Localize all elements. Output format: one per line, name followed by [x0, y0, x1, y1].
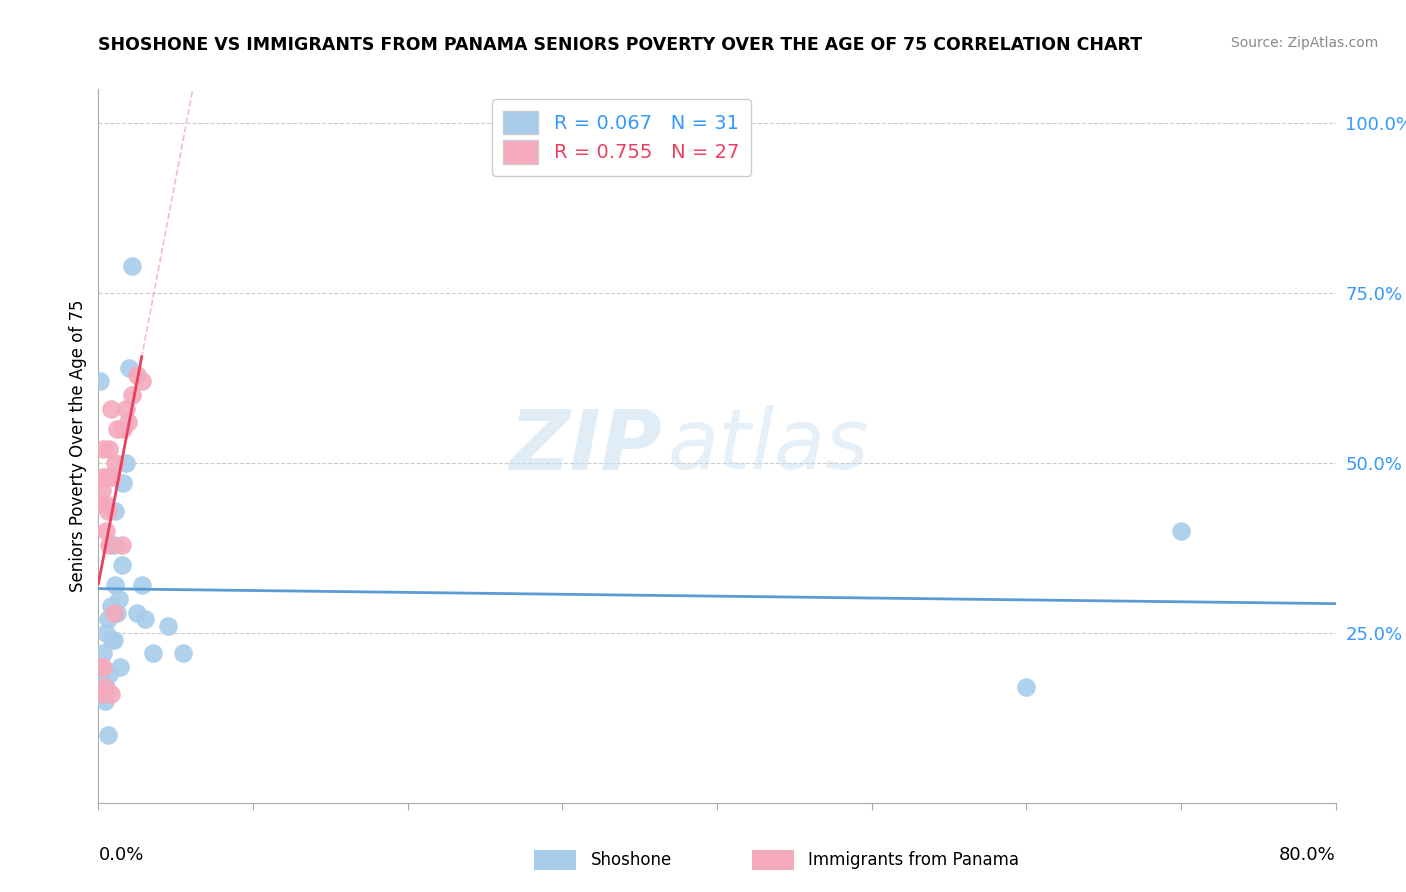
Point [108, 660, 131, 674]
Point [93, 497, 115, 511]
Point [134, 612, 156, 626]
Point [97, 469, 120, 483]
Point [172, 646, 194, 660]
Point [103, 632, 125, 647]
Point [98, 666, 121, 681]
Point [112, 422, 135, 436]
Point [100, 687, 122, 701]
Point [121, 259, 143, 273]
Point [89, 660, 111, 674]
Point [103, 606, 125, 620]
Point [115, 401, 138, 416]
Point [96, 680, 118, 694]
Point [91, 469, 114, 483]
Point [91, 646, 114, 660]
Point [101, 632, 124, 647]
Point [1015, 680, 1038, 694]
Point [115, 456, 138, 470]
Point [127, 368, 149, 382]
Point [90, 687, 112, 701]
Y-axis label: Seniors Poverty Over the Age of 75: Seniors Poverty Over the Age of 75 [69, 300, 87, 592]
Point [97, 612, 120, 626]
Point [127, 606, 149, 620]
Point [131, 375, 153, 389]
Point [98, 442, 121, 457]
Point [91, 660, 114, 674]
Text: Source: ZipAtlas.com: Source: ZipAtlas.com [1230, 36, 1378, 50]
Point [89, 375, 111, 389]
Text: SHOSHONE VS IMMIGRANTS FROM PANAMA SENIORS POVERTY OVER THE AGE OF 75 CORRELATIO: SHOSHONE VS IMMIGRANTS FROM PANAMA SENIO… [98, 36, 1143, 54]
Point [107, 591, 129, 606]
Point [101, 469, 124, 483]
Point [103, 537, 125, 551]
Point [90, 673, 112, 688]
Point [1170, 524, 1192, 538]
Point [111, 537, 132, 551]
Point [100, 599, 122, 613]
Point [104, 578, 127, 592]
Legend: R = 0.067   N = 31, R = 0.755   N = 27: R = 0.067 N = 31, R = 0.755 N = 27 [492, 99, 751, 176]
Text: ZIP: ZIP [509, 406, 661, 486]
Point [112, 476, 135, 491]
Point [97, 728, 120, 742]
Point [118, 360, 141, 375]
Point [104, 456, 127, 470]
Point [105, 422, 128, 436]
Point [131, 578, 153, 592]
Point [121, 388, 143, 402]
Point [157, 619, 180, 633]
Point [105, 606, 128, 620]
Text: Shoshone: Shoshone [591, 851, 672, 869]
Point [117, 415, 139, 429]
Text: Immigrants from Panama: Immigrants from Panama [808, 851, 1019, 869]
Point [93, 694, 115, 708]
Point [90, 483, 112, 498]
Point [104, 503, 127, 517]
Point [91, 442, 114, 457]
Point [89, 497, 111, 511]
Point [111, 558, 132, 572]
Point [141, 646, 165, 660]
Point [97, 503, 120, 517]
Point [96, 626, 118, 640]
Point [93, 680, 115, 694]
Text: 0.0%: 0.0% [98, 846, 143, 863]
Point [100, 401, 122, 416]
Text: 80.0%: 80.0% [1279, 846, 1336, 863]
Point [96, 524, 118, 538]
Text: atlas: atlas [668, 406, 869, 486]
Point [98, 537, 121, 551]
